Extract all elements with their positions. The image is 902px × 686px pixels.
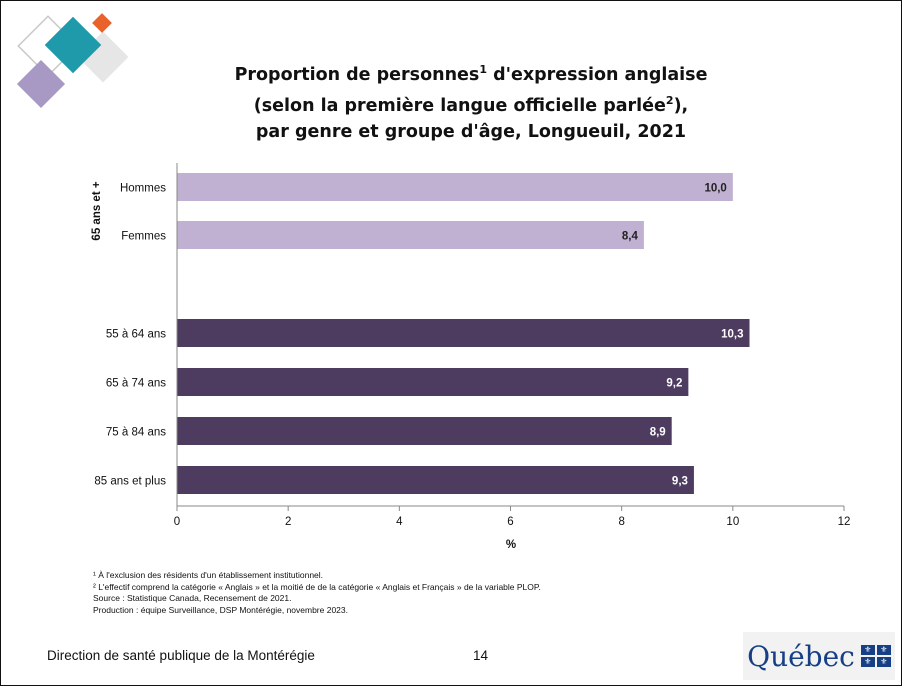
- x-tick-label: 10: [726, 516, 739, 528]
- category-label: Femmes: [121, 231, 166, 243]
- x-tick-label: 6: [507, 516, 513, 528]
- decorative-diamonds-logo: [16, 13, 129, 109]
- x-tick-label: 0: [174, 516, 180, 528]
- group-label: 65 ans et +: [91, 181, 103, 240]
- category-label: Hommes: [120, 183, 166, 195]
- page-number: 14: [473, 648, 489, 663]
- footnotes: ¹ À l'exclusion des résidents d'un établ…: [93, 570, 541, 616]
- bar-chart: Hommes 10,0 Femmes 8,4 55 à 64 ans 10,3 65 à 7…: [91, 163, 851, 551]
- chart-title: Proportion de personnes1 d'expression an…: [201, 57, 741, 145]
- title-line-3: par genre et groupe d'âge, Longueuil, 20…: [255, 121, 687, 142]
- title-line-1: Proportion de personnes1 d'expression an…: [234, 63, 708, 85]
- category-label: 65 à 74 ans: [106, 378, 166, 390]
- bar: [177, 173, 733, 201]
- data-label: 8,9: [650, 427, 666, 439]
- category-label: 75 à 84 ans: [106, 427, 166, 439]
- bar: [177, 368, 689, 396]
- data-label: 10,3: [721, 329, 743, 341]
- x-tick-label: 8: [618, 516, 624, 528]
- x-tick-label: 2: [285, 516, 291, 528]
- data-label: 9,3: [672, 476, 688, 488]
- quebec-wordmark: Québec: [747, 639, 855, 673]
- quebec-logo: Québec ⚜ ⚜ ⚜ ⚜: [743, 632, 895, 680]
- fleurdelise-flag-icon: ⚜ ⚜ ⚜ ⚜: [860, 645, 891, 667]
- x-tick-label: 4: [396, 516, 403, 528]
- category-label: 85 ans et plus: [94, 476, 166, 488]
- bar: [177, 417, 672, 445]
- x-tick-label: 12: [838, 516, 851, 528]
- footnote-1: ¹ À l'exclusion des résidents d'un établ…: [93, 570, 324, 580]
- footnote-2: ² L'effectif comprend la catégorie « Ang…: [93, 581, 541, 592]
- source-note: Source : Statistique Canada, Recensement…: [93, 593, 292, 603]
- data-label: 8,4: [622, 231, 639, 243]
- data-label: 9,2: [666, 378, 682, 390]
- footer-organization: Direction de santé publique de la Montér…: [47, 648, 315, 663]
- x-axis-label: %: [506, 539, 516, 551]
- category-label: 55 à 64 ans: [106, 329, 166, 341]
- bar: [177, 221, 644, 249]
- bar: [177, 466, 694, 494]
- bar: [177, 319, 750, 347]
- data-label: 10,0: [704, 183, 726, 195]
- title-line-2: (selon la première langue officielle par…: [253, 93, 689, 116]
- production-note: Production : équipe Surveillance, DSP Mo…: [93, 604, 348, 615]
